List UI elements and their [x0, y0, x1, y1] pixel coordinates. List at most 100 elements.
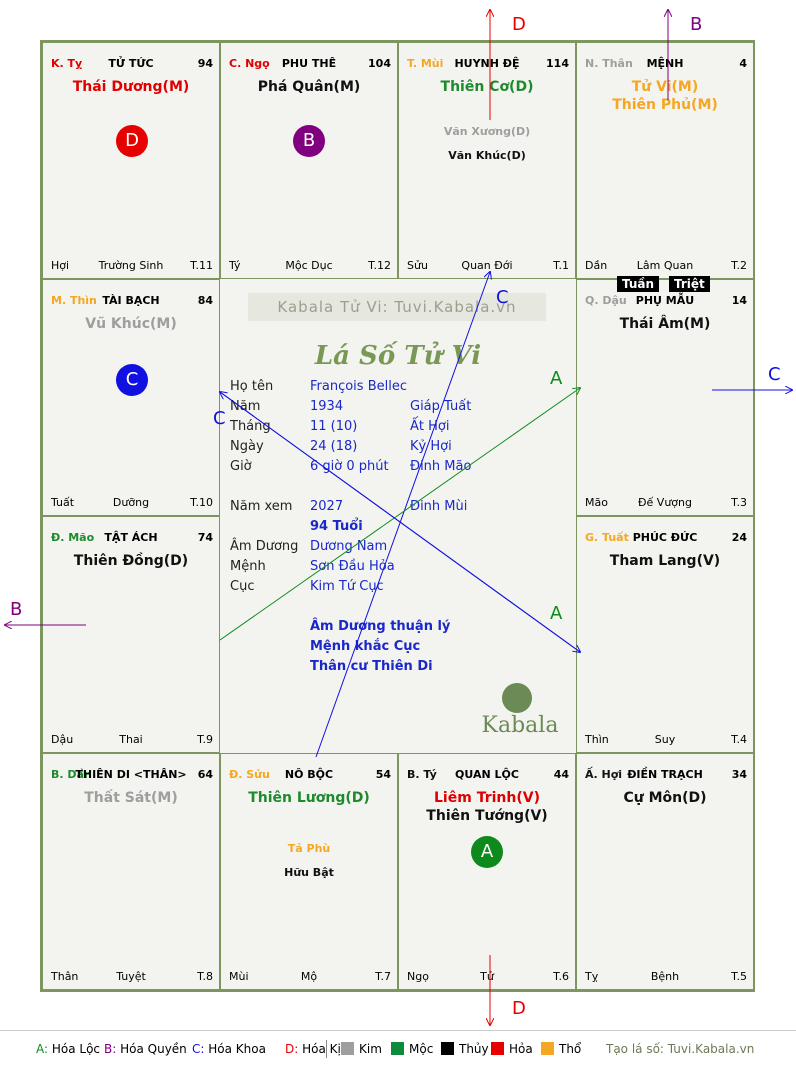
main-star: Tử Vi(M) — [631, 79, 699, 95]
info-label: Cục — [230, 579, 255, 594]
info-label: Âm Dương — [230, 539, 299, 554]
color-swatch — [541, 1042, 554, 1055]
can-chi: M. Thìn — [51, 294, 97, 307]
phase-label: Thai — [119, 733, 143, 746]
palace-number: 34 — [731, 768, 747, 781]
branch-label: Dậu — [51, 733, 74, 746]
palace-number: 74 — [197, 531, 213, 544]
phase-label: Quan Đới — [461, 259, 513, 272]
palace-number: 4 — [739, 57, 747, 70]
branch-label: Hợi — [51, 259, 70, 272]
hoa-badge-b: B — [293, 125, 325, 157]
chart-board: K. Tỵ TỬ TỨC 94 Thái Dương(M) Hợi Trường Sinh… — [40, 40, 755, 992]
label-b-top: B — [690, 14, 702, 35]
palace-number: 44 — [553, 768, 569, 781]
note-line: Mệnh khắc Cục — [310, 639, 421, 654]
can-chi: T. Mùi — [407, 57, 444, 70]
palace-number: 114 — [546, 57, 569, 70]
info-canchi: Đinh Mão — [410, 459, 472, 474]
month-label: T.4 — [731, 733, 747, 746]
legend-hoa: A: Hóa Lộc — [36, 1042, 101, 1056]
legend-element: Hỏa — [491, 1038, 533, 1060]
color-swatch — [441, 1042, 454, 1055]
month-label: T.1 — [553, 259, 569, 272]
info-value: Dương Nam — [310, 539, 388, 554]
month-label: T.2 — [731, 259, 747, 272]
nam-xem: 2027 — [310, 499, 344, 514]
note-line: Thân cư Thiên Di — [310, 659, 433, 674]
can-chi: Đ. Sửu — [229, 768, 270, 781]
branch-label: Tuất — [51, 496, 75, 509]
palace-name: QUAN LỘC — [455, 768, 519, 781]
color-swatch — [341, 1042, 354, 1055]
palace-cell-tyw: B. Tý QUAN LỘC 44 Liêm Trinh(V) Thiên Tướng(… — [398, 753, 576, 990]
nam-xem-can: Đinh Mùi — [410, 499, 468, 514]
main-star: Vũ Khúc(M) — [85, 316, 177, 332]
info-canchi: Giáp Tuất — [410, 399, 472, 414]
legend-divider — [326, 1040, 327, 1058]
tuan-label: Tuần — [617, 276, 660, 292]
info-label: Họ tên — [230, 379, 274, 394]
can-chi: B. Dần — [51, 768, 92, 781]
color-swatch — [491, 1042, 504, 1055]
palace-name: TỬ TỨC — [108, 57, 154, 70]
month-label: T.11 — [190, 259, 213, 272]
phase-label: Tuyệt — [116, 970, 146, 983]
can-chi: C. Ngọ — [229, 57, 270, 70]
palace-number: 94 — [197, 57, 213, 70]
info-label: Năm — [230, 399, 261, 414]
palace-cell-hoi: Ấ. Hợi ĐIỀN TRẠCH 34 Cự Môn(D) Tỵ Bệnh T.5 — [576, 753, 754, 990]
can-chi: Q. Dậu — [585, 294, 627, 307]
hoa-badge-a: A — [471, 836, 503, 868]
info-value: 1934 — [310, 399, 344, 414]
info-value: 11 (10) — [310, 419, 358, 434]
info-value: François Bellec — [310, 379, 407, 394]
palace-number: 84 — [197, 294, 213, 307]
phase-label: Trường Sinh — [98, 259, 164, 272]
center-panel: Kabala Tử Vi: Tuvi.Kabala.vn Lá Số Tử Vi… — [220, 279, 576, 753]
branch-label: Tỵ — [585, 970, 599, 983]
month-label: T.3 — [731, 496, 747, 509]
phase-label: Bệnh — [650, 970, 680, 983]
tree-icon — [502, 683, 532, 713]
branch-label: Mùi — [229, 970, 249, 983]
main-star: Thiên Lương(D) — [248, 790, 370, 806]
can-chi: Đ. Mão — [51, 531, 95, 544]
watermark: Kabala Tử Vi: Tuvi.Kabala.vn — [248, 293, 546, 321]
main-star: Thiên Cơ(D) — [440, 79, 534, 95]
palace-number: 64 — [197, 768, 213, 781]
palace-name: TẬT ÁCH — [104, 531, 158, 544]
main-star: Thiên Đồng(D) — [73, 553, 189, 569]
palace-cell-tuat: G. Tuất PHÚC ĐỨC 24 Tham Lang(V) Thìn Suy T.4 — [576, 516, 754, 753]
main-star: Cự Môn(D) — [623, 790, 707, 806]
month-label: T.6 — [553, 970, 569, 983]
palace-cell-suu: Đ. Sửu NÔ BỘC 54 Thiên Lương(D) Tả Phù Hữu Bậ… — [220, 753, 398, 990]
month-label: T.8 — [197, 970, 213, 983]
nam-xem-label: Năm xem — [230, 499, 293, 514]
hoa-badge-d: D — [116, 125, 148, 157]
minor-star: Hữu Bật — [284, 866, 334, 879]
palace-cell-mao: Đ. Mão TẬT ÁCH 74 Thiên Đồng(D) Dậu Thai T.9 — [42, 516, 220, 753]
hoa-badge-c: C — [116, 364, 148, 396]
legend-element: Mộc — [391, 1038, 433, 1060]
main-star: Thiên Tướng(V) — [426, 808, 548, 824]
branch-label: Sửu — [407, 259, 428, 272]
info-value: 6 giờ 0 phút — [310, 459, 389, 474]
info-label: Mệnh — [230, 559, 266, 574]
age: 94 Tuổi — [310, 519, 363, 534]
palace-cell-ngo: C. Ngọ PHU THÊ 104 Phá Quân(M) Tý Mộc Dục T.12… — [220, 42, 398, 279]
branch-label: Thìn — [585, 733, 609, 746]
info-value: Sơn Đầu Hỏa — [310, 559, 395, 574]
branch-label: Thân — [51, 970, 79, 983]
footer-rule — [0, 1030, 796, 1031]
main-star: Thất Sát(M) — [84, 790, 178, 806]
main-star: Thái Dương(M) — [72, 79, 190, 95]
palace-number: 14 — [731, 294, 747, 307]
info-canchi: Kỷ Hợi — [410, 439, 452, 454]
info-value: Kim Tứ Cục — [310, 579, 384, 594]
palace-name: PHU THÊ — [281, 57, 337, 70]
branch-label: Mão — [585, 496, 608, 509]
branch-label: Dần — [585, 259, 608, 272]
info-canchi: Ất Hợi — [410, 419, 450, 434]
can-chi: N. Thân — [585, 57, 633, 70]
